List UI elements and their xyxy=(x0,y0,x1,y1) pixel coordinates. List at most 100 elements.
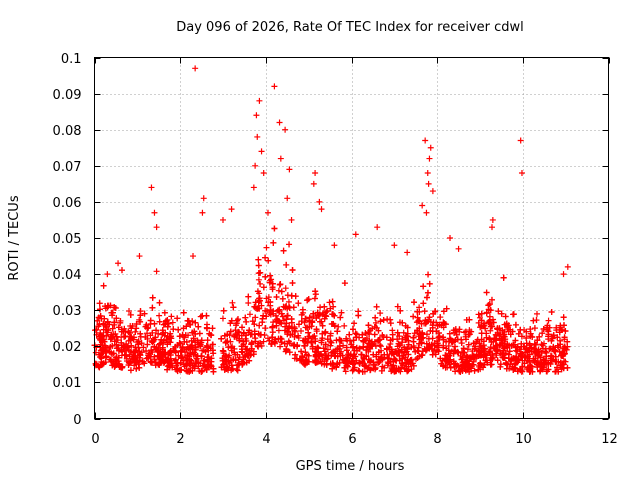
data-point xyxy=(282,126,289,133)
data-point xyxy=(263,244,270,251)
data-point xyxy=(408,366,415,373)
data-point xyxy=(251,303,258,310)
data-point xyxy=(338,309,345,316)
data-point xyxy=(144,330,151,337)
data-point xyxy=(164,316,171,323)
data-point xyxy=(480,342,487,349)
data-point xyxy=(126,308,133,315)
data-point xyxy=(121,333,128,340)
data-point xyxy=(475,366,482,373)
data-point xyxy=(240,356,247,363)
data-point xyxy=(515,356,522,363)
data-point xyxy=(393,367,400,374)
data-point xyxy=(375,348,382,355)
data-point xyxy=(179,344,186,351)
data-point xyxy=(244,346,251,353)
data-point xyxy=(459,354,466,361)
data-point xyxy=(151,209,158,216)
data-point xyxy=(289,279,296,286)
data-point xyxy=(477,360,484,367)
data-point xyxy=(322,328,329,335)
data-point xyxy=(277,343,284,350)
data-point xyxy=(380,333,387,340)
data-point xyxy=(440,308,447,315)
data-point xyxy=(155,330,162,337)
data-point xyxy=(486,336,493,343)
data-point xyxy=(288,292,295,299)
data-point xyxy=(192,319,199,326)
data-point xyxy=(180,309,187,316)
data-point xyxy=(219,357,226,364)
data-point xyxy=(113,333,120,340)
data-point xyxy=(195,363,202,370)
data-point xyxy=(442,356,449,363)
data-point xyxy=(149,294,156,301)
data-point xyxy=(174,315,181,322)
y-tick-label: 0.01 xyxy=(53,376,82,391)
data-point xyxy=(96,300,103,307)
data-point xyxy=(299,306,306,313)
data-point xyxy=(210,368,217,375)
data-point xyxy=(294,342,301,349)
data-point xyxy=(542,348,549,355)
data-point xyxy=(187,321,194,328)
data-point xyxy=(119,364,126,371)
data-point xyxy=(279,295,286,302)
data-point xyxy=(349,367,356,374)
data-point xyxy=(156,318,163,325)
data-point xyxy=(258,148,265,155)
data-point xyxy=(166,333,173,340)
data-point xyxy=(152,359,159,366)
data-point xyxy=(322,341,329,348)
data-point xyxy=(118,342,125,349)
data-point xyxy=(466,360,473,367)
data-point xyxy=(218,335,225,342)
data-point xyxy=(389,349,396,356)
data-point xyxy=(283,261,290,268)
x-tick-label: 8 xyxy=(433,432,441,447)
data-point xyxy=(344,363,351,370)
data-point xyxy=(112,356,119,363)
data-point xyxy=(239,360,246,367)
data-point xyxy=(115,347,122,354)
data-point xyxy=(429,351,436,358)
data-point xyxy=(545,360,552,367)
data-point xyxy=(429,188,436,195)
data-point xyxy=(334,328,341,335)
data-point xyxy=(426,341,433,348)
data-point xyxy=(192,331,199,338)
data-point xyxy=(440,342,447,349)
data-point xyxy=(321,348,328,355)
data-point xyxy=(312,357,319,364)
data-point xyxy=(316,198,323,205)
data-point xyxy=(540,326,547,333)
data-point xyxy=(149,329,156,336)
data-point xyxy=(131,362,138,369)
data-point xyxy=(173,366,180,373)
data-point xyxy=(266,279,273,286)
data-point xyxy=(141,310,148,317)
data-point xyxy=(255,343,262,350)
data-point xyxy=(500,354,507,361)
data-point xyxy=(133,347,140,354)
data-point xyxy=(242,335,249,342)
data-point xyxy=(550,343,557,350)
data-point xyxy=(372,314,379,321)
data-point xyxy=(459,367,466,374)
data-point xyxy=(546,324,553,331)
data-point xyxy=(255,256,262,263)
data-point xyxy=(502,359,509,366)
data-point xyxy=(430,319,437,326)
data-point xyxy=(314,309,321,316)
data-point xyxy=(492,331,499,338)
data-point xyxy=(526,347,533,354)
data-point xyxy=(104,329,111,336)
data-point xyxy=(277,155,284,162)
data-point xyxy=(539,342,546,349)
data-point xyxy=(336,336,343,343)
data-point xyxy=(399,356,406,363)
data-point xyxy=(472,355,479,362)
data-point xyxy=(327,305,334,312)
data-point xyxy=(365,322,372,329)
data-point xyxy=(393,348,400,355)
